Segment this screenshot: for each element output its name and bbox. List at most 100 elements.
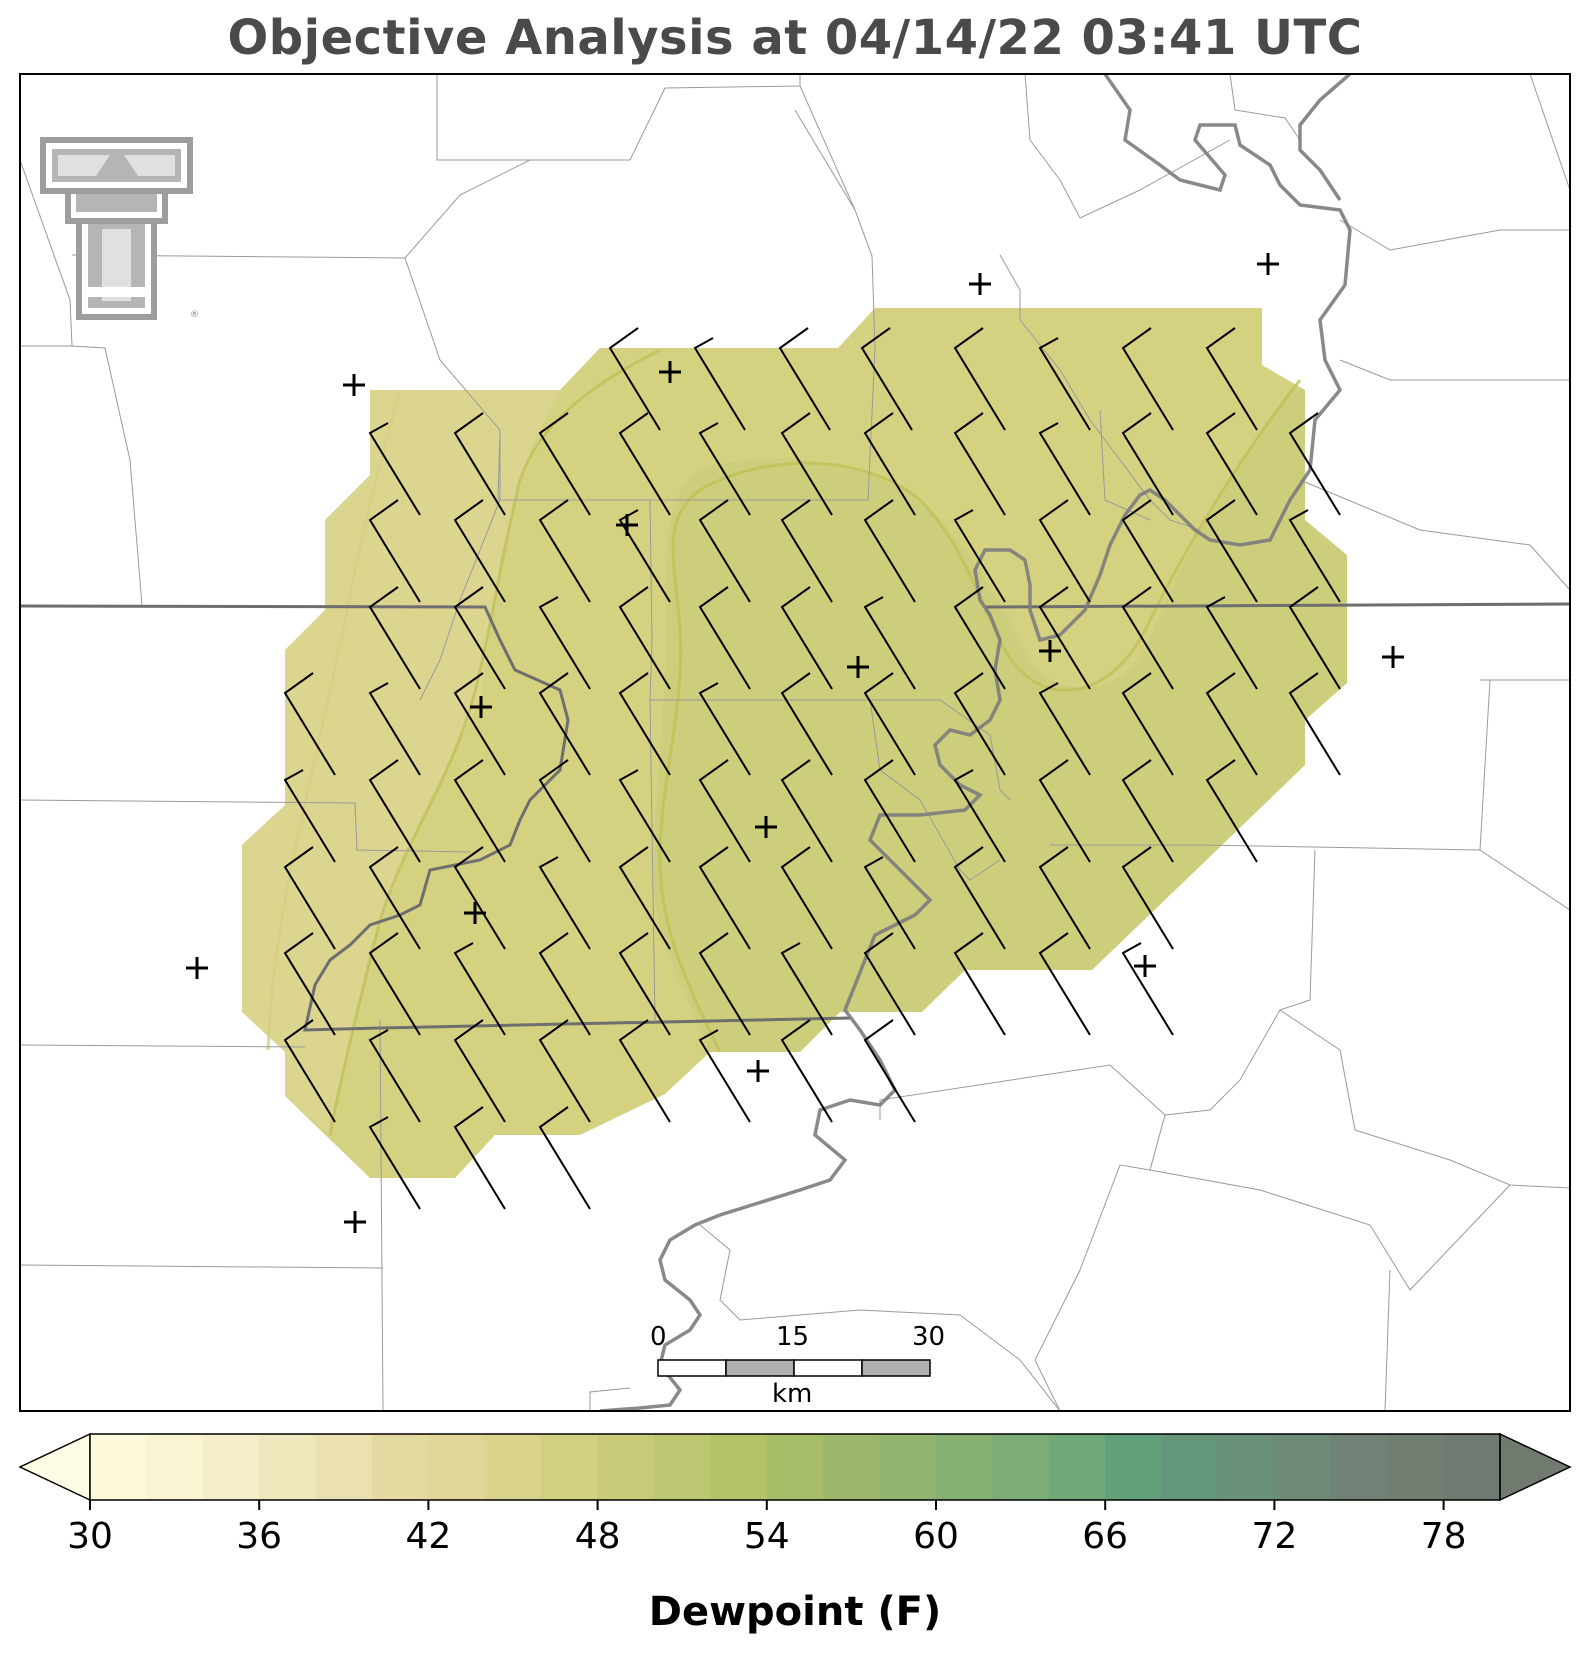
colorbar-under-arrow [18,1432,91,1502]
station-marker [1257,253,1279,275]
svg-text:®: ® [190,310,199,320]
station-marker-layer [186,253,1404,1233]
colorbar-swatch [202,1434,260,1500]
wind-barb [698,586,751,690]
colorbar-ticks: 30 36 42 48 54 60 66 72 78 [67,1500,1467,1557]
wind-barb [1038,499,1091,603]
dewpoint-contour-1 [328,348,661,1136]
wind-barb [538,596,591,690]
colorbar-swatch [992,1434,1050,1500]
colorbar-label: Dewpoint (F) [649,1589,942,1635]
wind-barb [283,846,336,950]
wind-barb [780,672,833,776]
colorbar-tick-label: 72 [1251,1516,1297,1557]
wind-barb [1288,412,1341,516]
wind-barb [368,759,421,863]
wind-barb [368,846,421,950]
wind-barb [283,1019,336,1123]
wind-barb [780,942,833,1036]
colorbar-frame [89,1433,1501,1501]
colorbar-tick-label: 78 [1421,1516,1467,1557]
colorbar-swatch [315,1434,373,1500]
dewpoint-contour-2 [266,389,402,1051]
wind-barb [1121,499,1174,603]
colorbar-swatch [1443,1434,1501,1500]
wind-barb [618,509,671,603]
station-marker [1039,640,1061,662]
map-title: Objective Analysis at 04/14/22 03:41 UTC [227,10,1363,66]
wind-barb [698,846,751,950]
wind-barb [1121,942,1174,1036]
colorbar-over-arrow [1499,1432,1572,1502]
wind-barb [1038,932,1091,1036]
wind-barb [368,499,421,603]
station-marker [343,374,365,396]
wind-barb [368,422,421,516]
colorbar-tick-label: 66 [1082,1516,1128,1557]
colorbar-swatch [1048,1434,1106,1500]
wind-barb [1121,846,1174,950]
wind-barb [693,337,746,431]
colorbar-swatch [597,1434,655,1500]
wind-barb [453,499,506,603]
county-boundaries [20,74,1570,1411]
wind-barb [698,422,751,516]
colorbar-swatch [1274,1434,1332,1500]
station-marker [464,902,486,924]
wind-barb [538,759,591,863]
wind-barb [1121,412,1174,516]
colorbar-swatch [1105,1434,1163,1500]
colorbar-tick-label: 54 [744,1516,790,1557]
wind-barb [453,1019,506,1123]
colorbar-swatch [1161,1434,1219,1500]
wind-barb [953,846,1006,950]
station-marker [470,696,492,718]
colorbar-tick-label: 60 [913,1516,959,1557]
colorbar-swatch [1387,1434,1445,1500]
wind-barb [863,596,916,690]
wind-barb [453,672,506,776]
dewpoint-fill-west [242,390,560,1135]
wind-barb [863,672,916,776]
colorbar-tick-label: 48 [575,1516,621,1557]
wind-barb [283,932,336,1036]
wind-barb [1121,327,1174,431]
wind-barb [953,586,1006,690]
colorbar-swatch [654,1434,711,1500]
station-marker [1382,646,1404,668]
wind-barb [368,1116,421,1210]
wind-barb [1205,327,1258,431]
rivers [599,74,1352,1411]
station-marker [847,656,869,678]
colorbar-swatch [936,1434,993,1500]
colorbar-swatch [1218,1434,1275,1500]
wind-barb [1205,412,1258,516]
map-frame [19,73,1571,1412]
colorbar-tick-label: 36 [236,1516,282,1557]
colorbar-swatch [766,1434,824,1500]
colorbar-swatch [879,1434,937,1500]
colorbar-swatch [823,1434,881,1500]
state-boundaries [20,602,1570,1032]
wind-barb [368,586,421,690]
wind-barb [538,932,591,1036]
station-marker [747,1060,769,1082]
colorbar-swatch [372,1434,429,1500]
scale-tick-0: 0 [650,1322,667,1352]
wind-barb [368,682,421,776]
station-marker [344,1211,366,1233]
wind-barb [1205,499,1258,603]
station-marker [755,816,777,838]
wind-barb [780,412,833,516]
scale-tick-15: 15 [776,1322,809,1352]
wind-barb [1205,596,1258,690]
wind-barb [780,759,833,863]
dewpoint-contour-3 [658,379,1302,1053]
wind-barb [698,499,751,603]
wind-barb [1038,846,1091,950]
wind-barb [1121,672,1174,776]
wind-barb [1038,682,1091,776]
colorbar-swatch [259,1434,317,1500]
wind-barb [698,759,751,863]
wind-barb [1121,586,1174,690]
